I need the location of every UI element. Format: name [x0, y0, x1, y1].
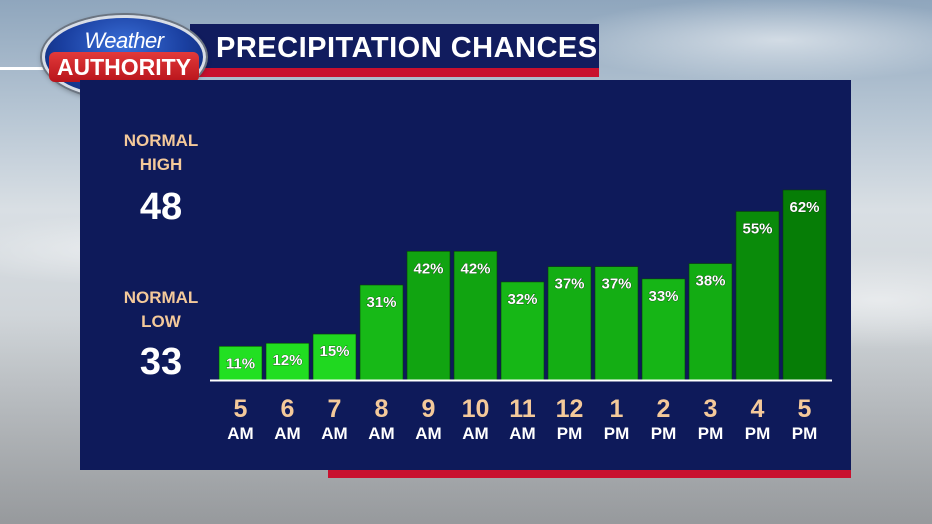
normal-low-label-line2: LOW: [141, 312, 181, 331]
x-tick-hour-11: 4: [751, 395, 765, 423]
bar-value-label-9: 33%: [648, 288, 678, 305]
x-tick-period-2: AM: [321, 424, 347, 443]
bar-11: [735, 211, 780, 381]
x-tick-hour-12: 5: [798, 395, 812, 423]
x-tick-hour-6: 11: [509, 395, 536, 423]
bar-value-label-1: 12%: [272, 352, 302, 369]
bar-0: [218, 345, 263, 381]
x-tick-hour-0: 5: [234, 395, 248, 423]
x-tick-period-0: AM: [227, 424, 253, 443]
x-tick-period-8: PM: [604, 424, 630, 443]
bar-value-label-4: 42%: [413, 260, 443, 277]
bar-value-label-3: 31%: [366, 294, 396, 311]
x-tick-period-11: PM: [745, 424, 771, 443]
x-tick-period-12: PM: [792, 424, 818, 443]
normal-low-label-line1: NORMAL: [123, 288, 199, 307]
x-tick-hour-7: 12: [556, 395, 584, 423]
title-bar: [190, 24, 599, 72]
title-underline: [190, 68, 599, 77]
bar-value-label-5: 42%: [460, 260, 490, 277]
bar-2: [312, 333, 357, 381]
bar-value-label-8: 37%: [601, 276, 631, 293]
x-tick-hour-9: 2: [657, 395, 671, 423]
x-tick-period-9: PM: [651, 424, 677, 443]
bar-value-label-12: 62%: [789, 199, 819, 216]
x-tick-hour-10: 3: [704, 395, 718, 423]
bar-value-label-7: 37%: [554, 276, 584, 293]
x-tick-hour-1: 6: [281, 395, 295, 423]
bar-value-label-11: 55%: [742, 220, 772, 237]
x-tick-period-3: AM: [368, 424, 394, 443]
x-tick-period-10: PM: [698, 424, 724, 443]
bar-6: [500, 281, 545, 381]
x-tick-period-1: AM: [274, 424, 300, 443]
bar-8: [594, 266, 639, 381]
bar-4: [406, 250, 451, 381]
bar-5: [453, 250, 498, 381]
logo-weather-text: Weather: [84, 28, 164, 53]
logo-authority-text: AUTHORITY: [49, 52, 199, 82]
normal-low-value: 33: [139, 341, 183, 383]
panel-underline: [328, 470, 851, 478]
bar-3: [359, 284, 404, 381]
x-tick-hour-3: 8: [375, 395, 389, 423]
x-tick-period-7: PM: [557, 424, 583, 443]
bar-value-label-2: 15%: [319, 343, 349, 360]
bar-value-label-10: 38%: [695, 273, 725, 290]
bar-value-label-0: 11%: [226, 355, 255, 372]
x-tick-period-4: AM: [415, 424, 441, 443]
bar-10: [688, 263, 733, 381]
bar-7: [547, 266, 592, 381]
bar-value-label-6: 32%: [507, 291, 537, 308]
bar-1: [265, 342, 310, 381]
x-tick-period-5: AM: [462, 424, 488, 443]
bar-12: [782, 189, 827, 381]
x-tick-hour-4: 9: [422, 395, 436, 423]
x-tick-hour-2: 7: [328, 395, 342, 423]
normal-high-label-line2: HIGH: [139, 155, 183, 174]
page-title: PRECIPITATION CHANCES: [216, 32, 598, 64]
x-tick-hour-8: 1: [610, 395, 624, 423]
normal-high-label-line1: NORMAL: [123, 131, 199, 150]
x-tick-hour-5: 10: [462, 395, 490, 423]
normal-high-value: 48: [139, 186, 183, 228]
bar-9: [641, 278, 686, 381]
x-tick-period-6: AM: [509, 424, 535, 443]
